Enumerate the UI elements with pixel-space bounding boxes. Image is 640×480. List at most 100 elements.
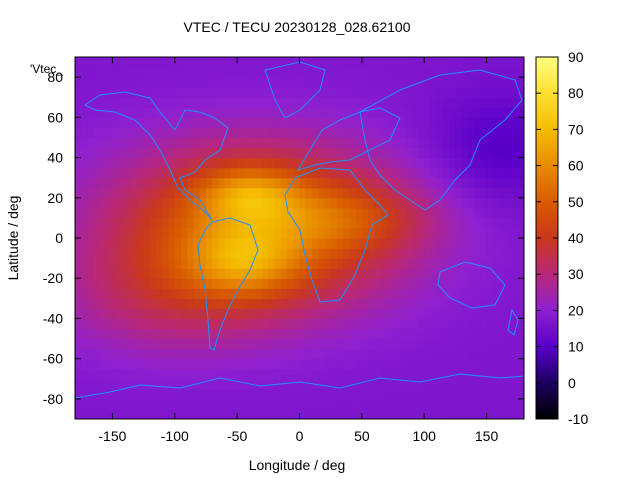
heat-cell [124,227,132,239]
heat-cell [131,308,138,320]
heat-cell [455,318,463,330]
heat-cell [156,238,163,249]
heat-cell [380,57,388,68]
heat-cell [274,97,282,108]
heat-cell [93,358,101,370]
heat-cell [149,197,157,209]
heat-cell [368,167,375,179]
heat-cell [81,77,89,88]
heat-cell [436,308,444,320]
heat-cell [212,288,220,299]
heat-cell [274,338,282,350]
x-tick-label: -100 [161,428,189,444]
heat-cell [243,248,251,259]
heat-cell [268,107,276,118]
heat-cell [467,248,475,259]
heat-cell [368,207,375,219]
heat-cell [324,278,332,289]
heat-cell [318,378,326,390]
heat-cell [318,248,326,259]
heat-cell [87,67,95,78]
heat-cell [436,238,444,249]
heat-cell [112,378,120,390]
heat-cell [480,167,488,179]
heat-cell [318,107,326,118]
heat-cell [193,67,201,78]
heat-cell [224,227,232,239]
heat-cell [218,227,226,239]
heat-cell [237,207,244,219]
heat-cell [124,187,132,199]
heat-cell [199,368,207,380]
heat-cell [411,97,419,108]
heat-cell [99,318,107,330]
heat-cell [517,248,524,259]
heat-cell [393,338,400,350]
heat-cell [205,207,213,219]
heat-cell [168,67,176,78]
heat-cell [343,187,350,199]
heat-cell [143,167,151,179]
heat-cell [511,378,519,390]
heat-cell [87,298,95,309]
heat-cell [324,197,332,209]
heat-cell [393,298,400,309]
heat-cell [224,137,232,149]
heat-cell [280,238,288,249]
heat-cell [449,227,457,239]
heat-cell [299,77,307,88]
heat-cell [461,117,469,128]
heat-cell [499,268,506,279]
colorbar-tick-label: 70 [568,121,584,137]
heat-cell [249,217,257,229]
heat-cell [255,388,263,400]
heat-cell [305,197,313,209]
heat-cell [424,368,432,380]
heat-cell [262,87,269,98]
heat-cell [474,147,481,159]
heat-cell [417,197,425,209]
heat-cell [174,97,182,108]
heat-cell [268,187,276,199]
heat-cell [480,298,488,309]
heat-cell [218,167,226,179]
heat-cell [168,57,176,68]
heat-cell [106,187,114,199]
heat-cell [461,67,469,78]
heat-cell [467,398,475,410]
heat-cell [106,398,114,410]
heat-cell [380,308,388,320]
heat-cell [81,207,89,219]
heat-cell [87,368,95,380]
heat-cell [311,107,319,118]
heat-cell [143,57,151,68]
heat-cell [517,358,524,370]
heat-cell [174,127,182,139]
heat-cell [293,328,301,340]
heat-cell [181,107,188,118]
heat-cell [511,127,519,139]
heat-cell [343,288,350,299]
heat-cell [156,358,163,370]
heat-cell [274,258,282,269]
heat-cell [386,137,394,149]
heat-cell [181,177,188,189]
heat-cell [99,187,107,199]
heat-cell [361,238,369,249]
heat-cell [243,368,251,380]
heat-cell [436,408,444,419]
heat-cell [336,278,344,289]
heat-cell [424,388,432,400]
heat-cell [417,187,425,199]
heat-cell [349,368,357,380]
heat-cell [305,177,313,189]
heat-cell [480,268,488,279]
heat-cell [324,147,332,159]
heat-cell [324,328,332,340]
heat-cell [162,157,170,169]
heat-cell [205,147,213,159]
heat-cell [436,77,444,88]
heat-cell [274,107,282,118]
heat-cell [243,167,251,179]
heat-cell [99,378,107,390]
